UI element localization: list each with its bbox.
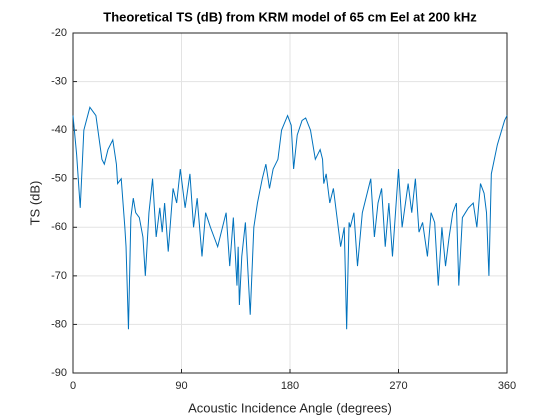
x-tick-label: 180 [281,380,299,392]
y-tick-label: -50 [51,173,67,185]
x-tick-label: 0 [70,380,76,392]
data-line [72,106,508,330]
y-tick-label: -70 [51,270,67,282]
y-tick-label: -60 [51,221,67,233]
x-tick-label: 90 [175,380,187,392]
x-axis-label: Acoustic Incidence Angle (degrees) [188,400,392,415]
y-tick-label: -80 [51,318,67,330]
plot-frame [72,32,508,374]
x-tick-label: 360 [498,380,516,392]
y-tick-label: -30 [51,75,67,87]
y-tick-label: -40 [51,124,67,136]
y-tick-label: -90 [51,367,67,379]
y-tick-label: -20 [51,27,67,39]
x-tick-label: 270 [389,380,407,392]
chart-title: Theoretical TS (dB) from KRM model of 65… [103,9,477,24]
y-axis-label: TS (dB) [27,181,42,226]
